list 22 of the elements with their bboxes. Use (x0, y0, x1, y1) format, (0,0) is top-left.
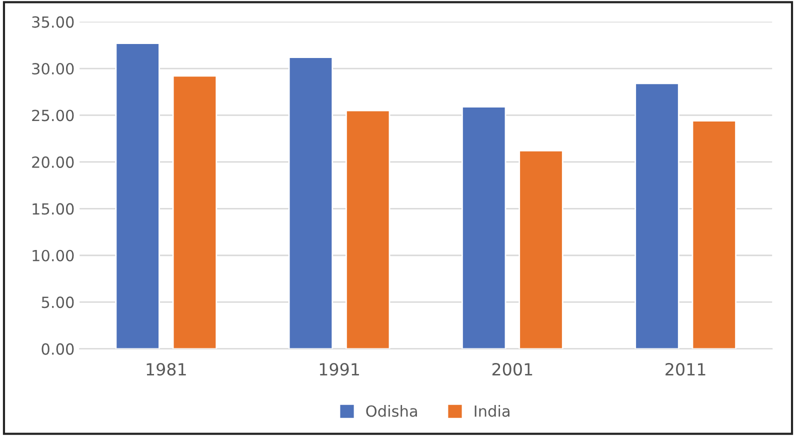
y-tick-label: 25.00 (32, 110, 74, 122)
x-tick-label: 1981 (146, 362, 186, 376)
x-tick-label: 1991 (320, 362, 359, 376)
x-tick-label: 2011 (666, 362, 706, 376)
legend-label: India (474, 405, 510, 417)
bar (115, 42, 160, 349)
bar (346, 110, 390, 349)
y-tick-label: 10.00 (32, 250, 74, 262)
y-tick-label: 35.00 (32, 16, 74, 28)
bar (518, 150, 564, 349)
x-tick-label: 2001 (492, 362, 532, 376)
y-tick-label: 15.00 (32, 203, 74, 215)
bar (462, 106, 506, 349)
bar (172, 75, 218, 349)
bar (288, 56, 334, 349)
y-tick-label: 0.00 (42, 343, 74, 355)
bar (634, 82, 680, 349)
y-tick-label: 5.00 (42, 296, 74, 308)
y-tick-label: 20.00 (32, 156, 74, 168)
y-tick-label: 30.00 (32, 62, 74, 75)
legend-label: Odisha (366, 405, 417, 417)
bar (692, 120, 736, 349)
